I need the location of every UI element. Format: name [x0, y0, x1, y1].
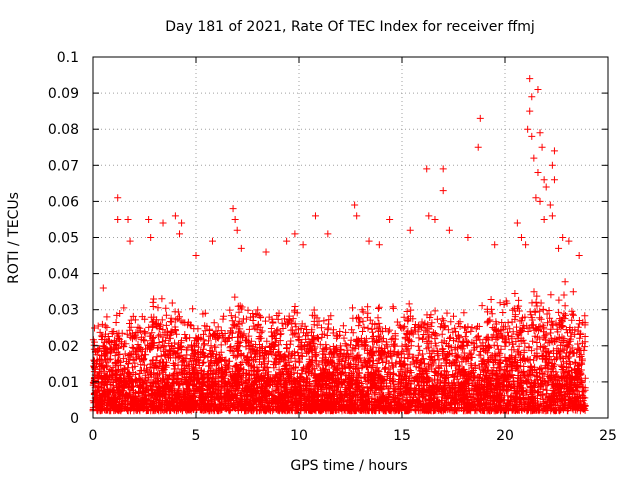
data-point — [536, 197, 544, 205]
data-point — [534, 85, 542, 93]
data-point — [423, 165, 431, 173]
data-point — [524, 125, 532, 133]
data-point — [522, 241, 530, 249]
x-tick-label: 15 — [393, 428, 411, 444]
y-tick-label: 0.1 — [57, 50, 79, 66]
data-point — [536, 129, 544, 137]
dense-point-cloud — [89, 278, 589, 415]
data-point — [386, 215, 394, 223]
data-point — [528, 93, 536, 101]
y-tick-label: 0.01 — [48, 375, 79, 391]
data-point — [192, 252, 200, 260]
data-point — [351, 201, 359, 209]
data-point — [439, 187, 447, 195]
data-point — [291, 230, 299, 238]
data-point — [124, 215, 132, 223]
y-tick-label: 0.05 — [48, 231, 79, 247]
data-point — [262, 248, 270, 256]
data-point — [528, 132, 536, 140]
data-point — [375, 241, 383, 249]
x-tick-label: 20 — [496, 428, 514, 444]
data-point — [176, 230, 184, 238]
data-point — [548, 212, 556, 220]
data-point — [126, 237, 134, 245]
y-tick-label: 0.06 — [48, 194, 79, 210]
y-axis-label: ROTI / TECUs — [6, 192, 22, 284]
y-tick-label: 0.08 — [48, 122, 79, 138]
y-tick-label: 0 — [70, 411, 79, 427]
data-point — [548, 161, 556, 169]
data-point — [517, 234, 525, 241]
data-point — [159, 219, 167, 227]
data-point — [233, 226, 241, 234]
data-point — [99, 284, 107, 292]
data-point — [542, 183, 550, 191]
x-tick-label: 5 — [192, 428, 201, 444]
data-point — [540, 176, 548, 184]
data-point — [171, 212, 179, 220]
y-tick-label: 0.09 — [48, 86, 79, 102]
data-point — [534, 169, 542, 177]
data-point — [324, 230, 332, 238]
data-point — [513, 219, 521, 227]
data-point — [491, 241, 499, 249]
data-point — [353, 212, 361, 220]
data-point — [365, 237, 373, 245]
data-point — [476, 114, 484, 122]
data-point — [237, 244, 245, 252]
data-point — [550, 147, 558, 155]
data-points — [89, 75, 589, 415]
plot-frame — [92, 56, 609, 419]
data-point — [526, 75, 534, 83]
data-point — [575, 252, 583, 260]
x-tick-label: 10 — [290, 428, 308, 444]
data-point — [178, 219, 186, 227]
data-point — [229, 205, 237, 213]
data-point — [425, 212, 433, 220]
data-point — [231, 215, 239, 223]
x-tick-label: 0 — [89, 428, 98, 444]
y-tick-label: 0.03 — [48, 303, 79, 319]
data-point — [550, 176, 558, 184]
data-point — [439, 165, 447, 173]
data-point — [532, 194, 540, 202]
data-point — [464, 234, 472, 241]
data-point — [431, 215, 439, 223]
data-point — [530, 154, 538, 162]
data-point — [445, 226, 453, 234]
axes: 0 5 10 15 20 25 0 0.01 0.02 0.03 0.04 0.05 0.06 0.07 0… — [48, 50, 617, 444]
data-point — [538, 143, 546, 151]
y-tick-label: 0.02 — [48, 339, 79, 355]
data-point — [114, 194, 122, 202]
data-point — [540, 215, 548, 223]
x-tick-label: 25 — [599, 428, 617, 444]
data-point — [546, 201, 554, 209]
data-point — [526, 107, 534, 115]
data-point — [147, 234, 155, 241]
data-point — [311, 212, 319, 220]
data-point — [114, 215, 122, 223]
data-point — [474, 143, 482, 151]
data-point — [299, 241, 307, 249]
data-point — [283, 237, 291, 245]
data-point — [565, 237, 573, 245]
data-point — [406, 226, 414, 234]
data-point — [555, 244, 563, 252]
chart-title: Day 181 of 2021, Rate Of TEC Index for r… — [165, 19, 535, 35]
data-point — [208, 237, 216, 245]
data-point — [145, 215, 153, 223]
y-tick-label: 0.07 — [48, 158, 79, 174]
data-point — [559, 234, 567, 241]
x-axis-label: GPS time / hours — [290, 458, 407, 474]
y-tick-label: 0.04 — [48, 267, 79, 283]
